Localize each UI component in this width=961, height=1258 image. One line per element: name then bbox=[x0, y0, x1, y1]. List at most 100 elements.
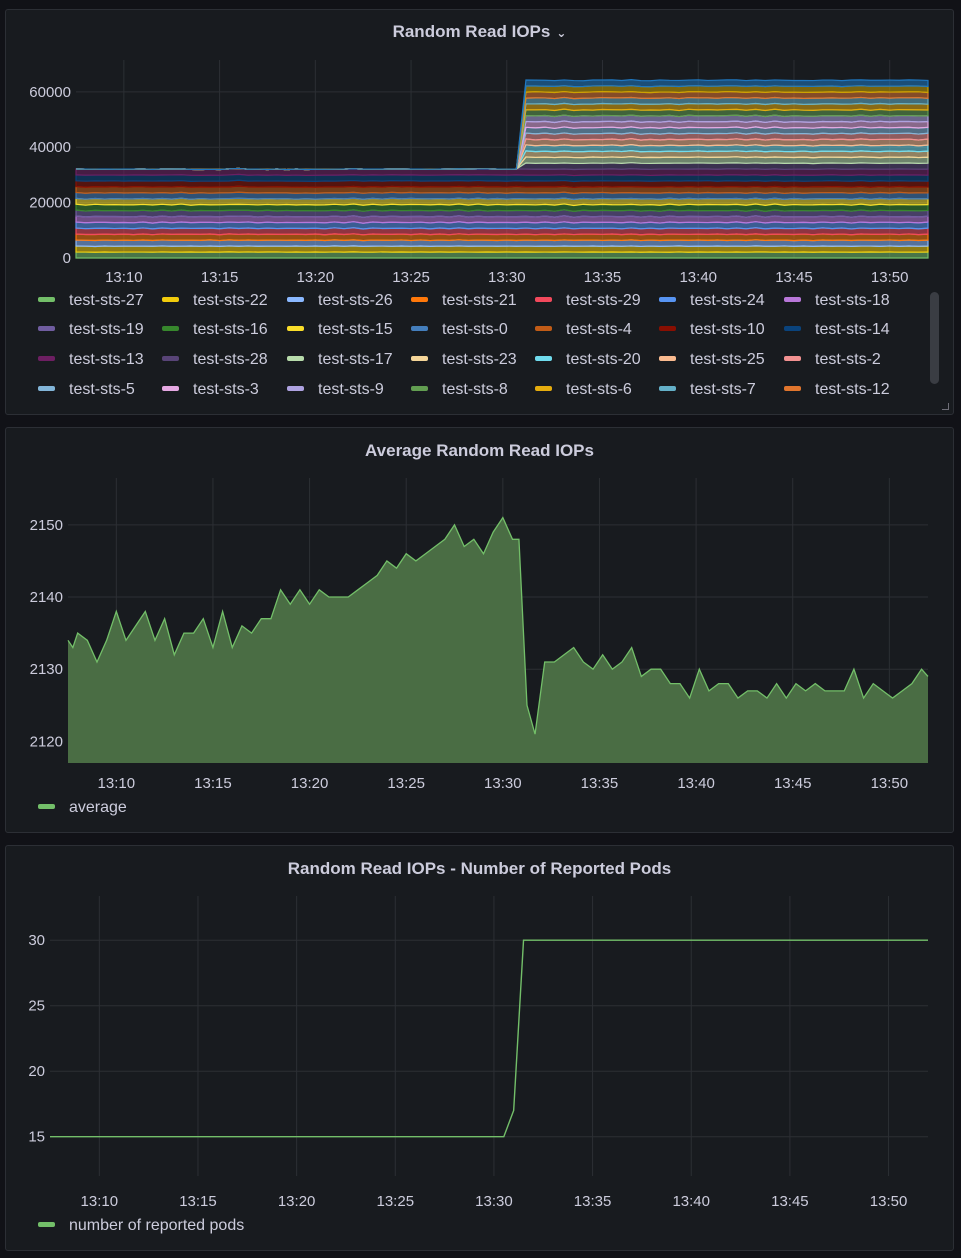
y-tick-label: 2130 bbox=[30, 661, 63, 678]
x-tick-label: 13:25 bbox=[377, 1193, 415, 1210]
legend-swatch bbox=[287, 297, 304, 303]
panel-title[interactable]: Average Random Read IOPs bbox=[365, 441, 594, 460]
legend-label: test-sts-3 bbox=[193, 381, 259, 398]
legend-swatch bbox=[659, 356, 676, 362]
x-tick-label: 13:50 bbox=[870, 1193, 908, 1210]
legend-swatch bbox=[535, 326, 552, 332]
legend-item[interactable]: test-sts-0 bbox=[411, 320, 508, 340]
x-tick-label: 13:15 bbox=[194, 775, 232, 792]
legend-swatch bbox=[411, 356, 428, 362]
legend-item[interactable]: test-sts-2 bbox=[784, 350, 881, 370]
legend-item[interactable]: test-sts-21 bbox=[411, 291, 517, 311]
x-tick-label: 13:15 bbox=[201, 269, 239, 286]
legend-item[interactable]: test-sts-28 bbox=[162, 350, 268, 370]
legend-item[interactable]: test-sts-14 bbox=[784, 320, 890, 340]
legend-swatch bbox=[659, 297, 676, 303]
legend-label: test-sts-5 bbox=[69, 381, 135, 398]
legend-swatch bbox=[38, 297, 55, 303]
x-tick-label: 13:20 bbox=[297, 269, 335, 286]
legend-swatch bbox=[535, 356, 552, 362]
legend-label: test-sts-9 bbox=[318, 381, 384, 398]
legend-label: test-sts-14 bbox=[815, 321, 890, 338]
x-tick-label: 13:40 bbox=[679, 269, 717, 286]
legend-item[interactable]: test-sts-5 bbox=[38, 380, 135, 400]
legend-item[interactable]: test-sts-18 bbox=[784, 291, 890, 311]
legend-item[interactable]: test-sts-25 bbox=[659, 350, 765, 370]
legend-swatch bbox=[38, 804, 55, 810]
legend-item[interactable]: test-sts-20 bbox=[535, 350, 641, 370]
resize-handle[interactable] bbox=[942, 403, 949, 410]
legend-swatch bbox=[411, 386, 428, 392]
legend-label: test-sts-21 bbox=[442, 292, 517, 309]
legend-label: test-sts-27 bbox=[69, 292, 144, 309]
legend-swatch bbox=[535, 386, 552, 392]
legend-item[interactable]: test-sts-22 bbox=[162, 291, 268, 311]
y-tick-label: 40000 bbox=[29, 139, 71, 156]
legend-label: test-sts-15 bbox=[318, 321, 393, 338]
legend-swatch bbox=[784, 386, 801, 392]
legend-item[interactable]: test-sts-4 bbox=[535, 320, 632, 340]
legend-item[interactable]: test-sts-7 bbox=[659, 380, 756, 400]
legend: test-sts-27 test-sts-22 test-sts-26 test-st… bbox=[38, 291, 933, 401]
legend-label: test-sts-2 bbox=[815, 351, 881, 368]
x-tick-label: 13:30 bbox=[488, 269, 526, 286]
legend-swatch bbox=[784, 326, 801, 332]
legend-item[interactable]: test-sts-24 bbox=[659, 291, 765, 311]
legend-item[interactable]: test-sts-16 bbox=[162, 320, 268, 340]
legend-swatch bbox=[784, 297, 801, 303]
legend-swatch bbox=[535, 297, 552, 303]
legend-label: test-sts-0 bbox=[442, 321, 508, 338]
x-tick-label: 13:40 bbox=[672, 1193, 710, 1210]
x-tick-label: 13:30 bbox=[475, 1193, 513, 1210]
legend-label: test-sts-20 bbox=[566, 351, 641, 368]
legend-item[interactable]: test-sts-15 bbox=[287, 320, 393, 340]
legend-item[interactable]: test-sts-8 bbox=[411, 380, 508, 400]
legend-item[interactable]: test-sts-3 bbox=[162, 380, 259, 400]
legend-item[interactable]: test-sts-23 bbox=[411, 350, 517, 370]
legend-label: test-sts-8 bbox=[442, 381, 508, 398]
legend-item[interactable]: average bbox=[38, 798, 127, 818]
legend-scrollbar[interactable] bbox=[930, 292, 939, 384]
legend-item[interactable]: test-sts-27 bbox=[38, 291, 144, 311]
legend-item[interactable]: test-sts-6 bbox=[535, 380, 632, 400]
legend-label: test-sts-23 bbox=[442, 351, 517, 368]
legend-label: test-sts-10 bbox=[690, 321, 765, 338]
pods-line bbox=[50, 939, 928, 1138]
y-tick-label: 2150 bbox=[30, 517, 63, 534]
legend: number of reported pods bbox=[38, 1216, 933, 1240]
legend-swatch bbox=[162, 326, 179, 332]
panel-title[interactable]: Random Read IOPs - Number of Reported Po… bbox=[287, 859, 672, 878]
legend-item[interactable]: test-sts-10 bbox=[659, 320, 765, 340]
series-area bbox=[75, 251, 929, 259]
chevron-down-icon[interactable]: ⌄ bbox=[556, 26, 567, 40]
legend-label: test-sts-25 bbox=[690, 351, 765, 368]
legend-item[interactable]: number of reported pods bbox=[38, 1216, 244, 1236]
x-tick-label: 13:25 bbox=[387, 775, 425, 792]
grid bbox=[50, 896, 928, 1176]
x-tick-label: 13:50 bbox=[871, 269, 909, 286]
legend-item[interactable]: test-sts-13 bbox=[38, 350, 144, 370]
legend-label: test-sts-18 bbox=[815, 292, 890, 309]
y-tick-label: 2140 bbox=[30, 589, 63, 606]
legend-item[interactable]: test-sts-26 bbox=[287, 291, 393, 311]
average-area-chart: 2120 2130 2140 2150 13:10 13:15 13:20 13:25 13:3… bbox=[30, 478, 929, 792]
legend: average bbox=[38, 798, 933, 822]
legend-swatch bbox=[162, 297, 179, 303]
legend-label: test-sts-13 bbox=[69, 351, 144, 368]
legend-swatch bbox=[162, 386, 179, 392]
legend-item[interactable]: test-sts-17 bbox=[287, 350, 393, 370]
legend-swatch bbox=[659, 386, 676, 392]
legend-item[interactable]: test-sts-12 bbox=[784, 380, 890, 400]
legend-label: average bbox=[69, 799, 127, 816]
series-area bbox=[75, 245, 929, 253]
legend-swatch bbox=[287, 386, 304, 392]
y-tick-label: 0 bbox=[63, 250, 71, 267]
panel-title[interactable]: Random Read IOPs ⌄ bbox=[6, 22, 953, 42]
y-tick-label: 20000 bbox=[29, 195, 71, 212]
legend-item[interactable]: test-sts-19 bbox=[38, 320, 144, 340]
x-tick-label: 13:20 bbox=[278, 1193, 316, 1210]
legend-label: test-sts-24 bbox=[690, 292, 765, 309]
legend-swatch bbox=[38, 326, 55, 332]
legend-item[interactable]: test-sts-29 bbox=[535, 291, 641, 311]
legend-item[interactable]: test-sts-9 bbox=[287, 380, 384, 400]
